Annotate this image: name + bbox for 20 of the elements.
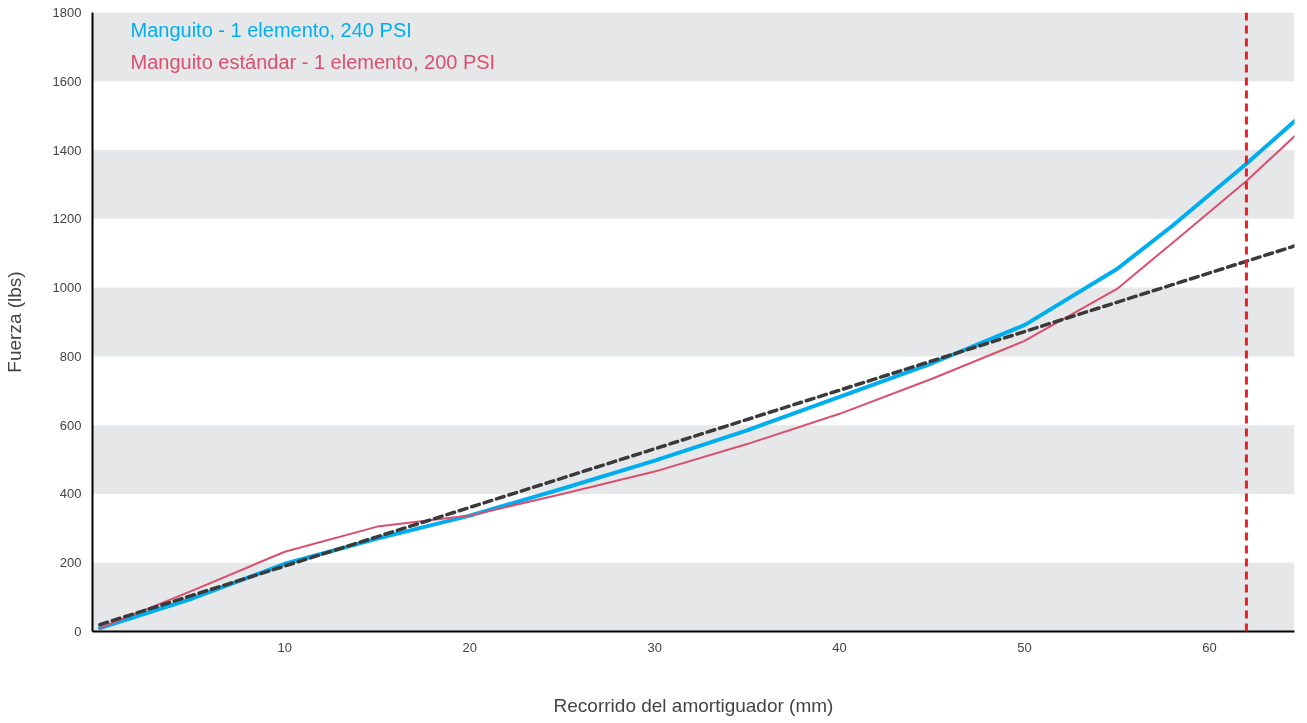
x-tick-label: 60 bbox=[1202, 639, 1217, 655]
x-tick-label: 20 bbox=[462, 639, 477, 655]
x-tick-label: 10 bbox=[277, 639, 293, 655]
text: Manguito estándar - 1 elemento, 200 PSI bbox=[130, 50, 496, 73]
x-axis-title: Recorrido del amortiguador (mm) bbox=[553, 694, 834, 716]
x-tick-label: 50 bbox=[1017, 639, 1032, 655]
y-axis-title: Fuerza (lbs) bbox=[3, 271, 25, 373]
text: Manguito - 1 elemento, 240 PSI bbox=[130, 18, 412, 41]
x-tick-label: 40 bbox=[832, 639, 847, 655]
y-tick-label: 800 bbox=[59, 348, 82, 364]
x-tick-label: 30 bbox=[647, 639, 662, 655]
y-tick-label: 400 bbox=[59, 486, 82, 502]
y-tick-label: 1200 bbox=[52, 211, 82, 227]
y-tick-label: 1600 bbox=[52, 73, 82, 89]
y-tick-label: 1000 bbox=[52, 280, 82, 296]
y-tick-label: 600 bbox=[59, 417, 82, 433]
y-tick-label: 1800 bbox=[52, 5, 82, 20]
y-tick-label: 1400 bbox=[52, 142, 82, 158]
y-tick-label: 200 bbox=[59, 555, 82, 571]
y-tick-label: 0 bbox=[74, 624, 82, 639]
